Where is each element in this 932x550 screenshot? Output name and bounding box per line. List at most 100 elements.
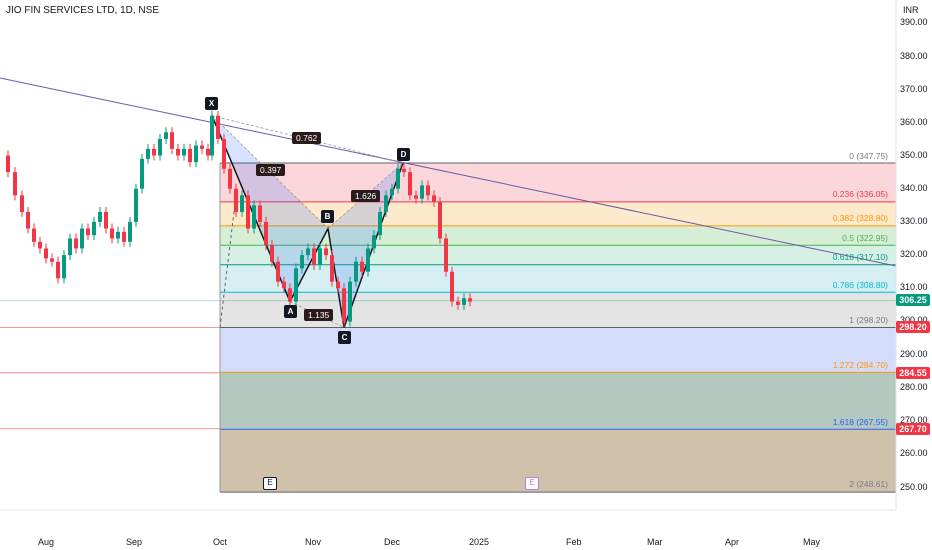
candle-body (56, 261, 60, 279)
candle-body (348, 281, 352, 322)
candle-body (170, 132, 174, 149)
price-tick: 330.00 (900, 216, 928, 226)
candle-body (228, 168, 232, 189)
fib-level-label: 0.786 (308.80) (832, 280, 888, 290)
price-tick: 340.00 (900, 183, 928, 193)
candle-body (194, 145, 198, 163)
candle-body (426, 185, 430, 196)
candle-body (80, 228, 84, 249)
candle-body (38, 241, 42, 249)
time-tick: Feb (566, 537, 582, 547)
candle-body (146, 148, 150, 159)
candle-body (324, 248, 328, 256)
time-tick: Dec (384, 537, 401, 547)
price-level-badge: 284.55 (896, 367, 930, 379)
price-tick: 320.00 (900, 249, 928, 259)
price-tick: 350.00 (900, 150, 928, 160)
time-tick: Aug (38, 537, 55, 547)
candle-body (62, 255, 66, 279)
time-tick: Mar (647, 537, 663, 547)
candle-body (104, 211, 108, 229)
candle-body (390, 188, 394, 196)
event-marker[interactable]: E (263, 477, 277, 490)
candle-body (438, 201, 442, 239)
fib-anchor-line (219, 195, 237, 328)
time-tick: Oct (213, 537, 228, 547)
candle-body (288, 288, 292, 302)
candle-body (116, 231, 120, 239)
candle-body (408, 172, 412, 196)
candle-body (44, 248, 48, 259)
price-tick: 370.00 (900, 84, 928, 94)
candle-body (128, 221, 132, 242)
pattern-point-d[interactable]: D (397, 148, 410, 161)
candle-body (306, 248, 310, 256)
price-tick: 300.00 (900, 315, 928, 325)
candle-body (372, 235, 376, 249)
candle-body (294, 268, 298, 302)
candle-body (276, 261, 280, 282)
candle-body (74, 238, 78, 249)
candle-body (26, 211, 30, 229)
pattern-point-a[interactable]: A (284, 305, 297, 318)
fib-level-label: 2 (248.61) (849, 479, 888, 489)
candle-body (240, 195, 244, 212)
candle-body (450, 271, 454, 302)
candle-body (330, 255, 334, 282)
candle-body (176, 148, 180, 156)
price-tick: 390.00 (900, 17, 928, 27)
fib-zone (220, 429, 896, 493)
time-tick: Nov (305, 537, 322, 547)
candle-body (252, 205, 256, 229)
candle-body (342, 288, 346, 322)
pattern-point-c[interactable]: C (338, 331, 351, 344)
candle-body (86, 228, 90, 236)
candle-body (222, 138, 226, 169)
ratio-label-bd: 1.626 (351, 190, 381, 202)
candle-body (384, 195, 388, 212)
event-marker[interactable]: E (525, 477, 539, 490)
candle-body (468, 298, 472, 302)
pattern-ratio-line (211, 115, 404, 164)
candle-body (282, 281, 286, 289)
candle-body (210, 115, 214, 156)
candle-body (122, 231, 126, 242)
candle-body (420, 185, 424, 199)
candle-body (20, 195, 24, 212)
time-tick: Apr (725, 537, 740, 547)
candle-body (456, 301, 460, 305)
price-tick: 380.00 (900, 51, 928, 61)
candle-body (444, 238, 448, 272)
fib-zone (220, 372, 896, 430)
trendline (0, 77, 897, 267)
candle-body (378, 211, 382, 236)
last-price-badge: 306.25 (896, 294, 930, 306)
candle-body (258, 205, 262, 222)
candle-body (270, 245, 274, 262)
pattern-point-b[interactable]: B (321, 210, 334, 223)
time-tick: Sep (126, 537, 143, 547)
candle-body (312, 248, 316, 266)
candle-body (92, 221, 96, 236)
ratio-label-xd: 0.762 (292, 132, 322, 144)
candle-body (98, 211, 102, 222)
fib-level-label: 1.618 (267.55) (832, 417, 888, 427)
fib-zone (220, 245, 896, 265)
time-tick: 2025 (469, 537, 490, 547)
candle-body (50, 258, 54, 262)
candle-body (336, 281, 340, 289)
candle-body (158, 138, 162, 156)
candle-body (402, 168, 406, 173)
candle-body (396, 168, 400, 189)
pattern-point-x[interactable]: X (205, 97, 218, 110)
candle-body (188, 148, 192, 163)
fib-level-label: 0.5 (322.95) (842, 233, 888, 243)
symbol-title[interactable]: JIO FIN SERVICES LTD, 1D, NSE (6, 5, 159, 16)
price-tick: 310.00 (900, 282, 928, 292)
fib-level-label: 1.272 (284.70) (832, 360, 888, 370)
candle-body (246, 195, 250, 229)
price-tick: 280.00 (900, 382, 928, 392)
price-tick: 270.00 (900, 415, 928, 425)
